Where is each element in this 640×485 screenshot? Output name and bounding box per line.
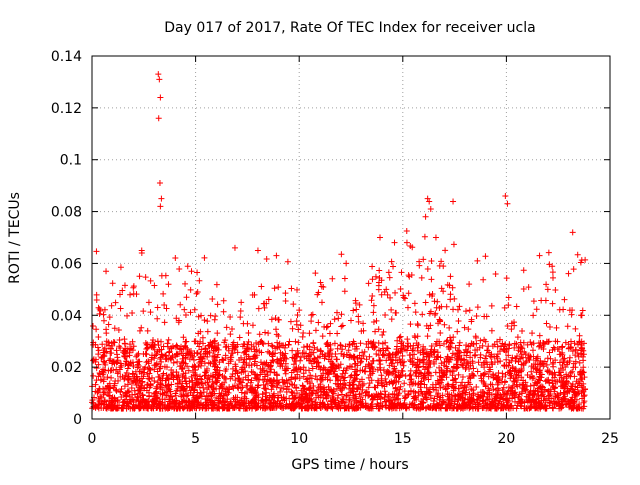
y-tick-label: 0.04 [51,308,82,324]
roti-point [504,200,511,207]
roti-point [194,288,201,295]
roti-point [403,239,410,246]
x-axis-label: GPS time / hours [291,457,408,473]
x-tick-label: 10 [290,431,308,447]
roti-point [156,180,163,187]
roti-point [238,299,245,306]
roti-point [158,195,165,202]
roti-point [176,317,183,324]
roti-point [422,213,429,220]
roti-point [427,205,434,212]
roti-point [155,71,162,78]
roti-point [273,252,280,259]
chart-title: Day 017 of 2017, Rate Of TEC Index for r… [164,20,535,36]
roti-point [157,94,164,101]
x-tick-label: 0 [88,431,97,447]
roti-point [111,325,118,332]
roti-point-cloud [89,198,589,412]
ticks-layer: 0 0.02 0.04 0.06 0.08 0.1 0.12 0.14 0 5 10 15 20 25 [51,49,619,447]
roti-point [156,76,163,83]
x-tick-label: 25 [601,431,619,447]
roti-point [569,229,576,236]
y-tick-label: 0.08 [51,205,82,221]
grid-layer [92,56,610,419]
roti-point [536,252,543,259]
roti-point [157,203,164,210]
roti-point [447,273,454,280]
y-tick-label: 0.1 [60,153,82,169]
roti-point [231,244,238,251]
points-layer [89,71,589,412]
roti-point [383,286,390,293]
y-axis-label: ROTI / TECUs [7,192,23,284]
x-tick-label: 20 [497,431,515,447]
y-tick-label: 0.06 [51,256,82,272]
roti-point [466,281,473,288]
roti-point [95,351,102,358]
y-tick-label: 0.02 [51,360,82,376]
roti-point [296,307,303,314]
x-tick-label: 5 [191,431,200,447]
roti-point [348,317,354,324]
roti-point [138,247,145,254]
y-tick-label: 0.12 [51,101,82,117]
roti-point [155,115,162,122]
y-tick-label: 0 [73,412,82,428]
roti-point [544,286,551,293]
roti-point [577,312,584,319]
roti-point [474,257,481,264]
y-tick-label: 0.14 [51,49,82,65]
roti-point [432,234,439,241]
roti-point [377,234,384,241]
plot-frame [91,55,611,420]
roti-point [502,193,509,200]
roti-point [318,299,325,306]
x-tick-label: 15 [394,431,412,447]
roti-point [391,239,398,246]
roti-point [424,195,431,202]
